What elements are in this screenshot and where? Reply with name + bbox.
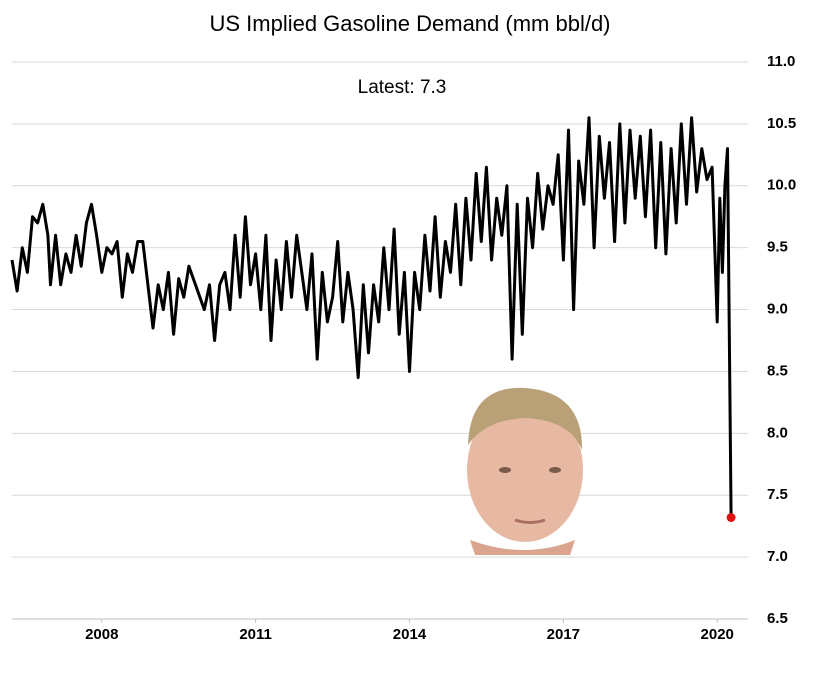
y-tick-label: 8.5 <box>767 362 788 379</box>
y-tick-label: 10.0 <box>767 177 796 194</box>
x-tick-label: 2008 <box>85 626 118 643</box>
x-tick-label: 2020 <box>701 626 734 643</box>
latest-point <box>726 513 736 523</box>
chart-title: US Implied Gasoline Demand (mm bbl/d) <box>209 11 610 36</box>
y-tick-label: 8.0 <box>767 424 788 441</box>
face-image <box>467 387 583 555</box>
annotation: Latest: 7.3 <box>358 77 447 98</box>
y-tick-label: 9.5 <box>767 239 788 256</box>
y-tick-label: 11.0 <box>767 53 795 70</box>
x-tick-label: 2014 <box>393 626 427 643</box>
y-tick-label: 6.5 <box>767 610 788 627</box>
y-tick-label: 7.5 <box>767 486 788 503</box>
y-tick-label: 10.5 <box>767 115 796 132</box>
x-tick-label: 2017 <box>547 626 580 643</box>
data-line <box>10 116 733 518</box>
y-tick-label: 9.0 <box>767 301 788 318</box>
grid <box>12 61 748 620</box>
y-tick-label: 7.0 <box>767 548 788 565</box>
x-tick-label: 2011 <box>239 626 272 643</box>
